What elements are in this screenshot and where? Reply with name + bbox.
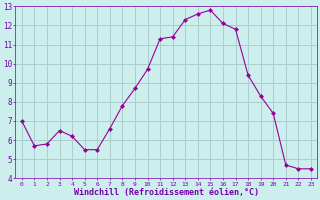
X-axis label: Windchill (Refroidissement éolien,°C): Windchill (Refroidissement éolien,°C) (74, 188, 259, 197)
